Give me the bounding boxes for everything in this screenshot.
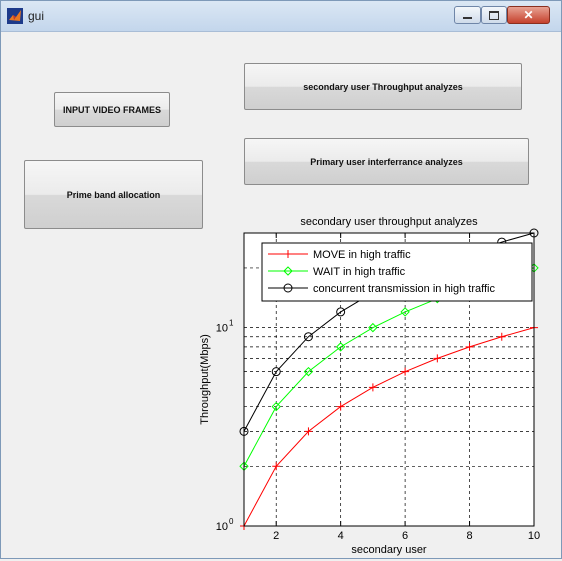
prime-band-allocation-label: Prime band allocation — [66, 189, 161, 200]
series-marker — [303, 332, 313, 342]
legend-marker — [284, 250, 292, 258]
legend-box — [261, 242, 533, 302]
series-marker — [271, 367, 281, 377]
secondary-user-throughput-label: secondary user Throughput analyzes — [303, 81, 463, 92]
y-tick-exponent: 0 — [229, 517, 234, 526]
chart-title: secondary user throughput analyzes — [300, 216, 478, 228]
y-axis-label: Throughput(Mbps) — [199, 334, 211, 425]
series-marker — [272, 462, 281, 471]
series-marker — [368, 383, 377, 392]
y-tick-exponent: 1 — [229, 319, 234, 328]
series-line-1 — [243, 327, 535, 527]
series-marker — [400, 307, 410, 317]
legend: MOVE in high traffic WAIT in high traffic… — [261, 242, 533, 302]
series-marker — [336, 402, 345, 411]
x-tick-label: 8 — [466, 530, 472, 542]
legend-entry: concurrent transmission in high traffic — [313, 283, 495, 295]
x-axis-label: secondary user — [351, 544, 427, 556]
series-marker — [336, 307, 346, 317]
series-marker — [303, 366, 314, 377]
legend-entry: MOVE in high traffic — [313, 249, 411, 261]
x-tick-label: 2 — [273, 530, 279, 542]
input-video-frames-button[interactable]: INPUT VIDEO FRAMES — [54, 92, 170, 127]
series-marker — [497, 332, 506, 341]
close-button[interactable]: ✕ — [507, 6, 550, 24]
series-marker — [304, 427, 313, 436]
secondary-user-throughput-button[interactable]: secondary user Throughput analyzes — [244, 63, 522, 110]
maximize-icon — [489, 10, 499, 20]
legend-marker — [283, 266, 293, 276]
prime-band-allocation-button[interactable]: Prime band allocation — [24, 160, 203, 229]
series-marker — [401, 367, 410, 376]
series-marker — [368, 322, 378, 333]
throughput-chart: 2 4 6 8 10 10 0 10 1 secondary user throughput an… — [196, 211, 556, 561]
series-marker — [465, 342, 474, 351]
window-title: gui — [28, 9, 45, 23]
legend-entry: WAIT in high traffic — [313, 266, 406, 278]
axes-frame — [243, 232, 535, 527]
series-marker — [433, 354, 442, 363]
series-marker — [271, 401, 281, 412]
title-bar: gui ✕ — [1, 1, 561, 32]
primary-user-interference-label: Primary user interferrance analyzes — [310, 156, 463, 167]
x-tick-label: 4 — [338, 530, 344, 542]
minimize-icon — [463, 17, 472, 19]
close-icon: ✕ — [523, 8, 534, 22]
matlab-icon — [7, 8, 23, 24]
series-marker — [335, 342, 346, 352]
input-video-frames-label: INPUT VIDEO FRAMES — [62, 104, 161, 115]
x-tick-label: 10 — [528, 530, 540, 542]
y-tick-label: 10 — [216, 521, 228, 533]
x-tick-label: 6 — [402, 530, 408, 542]
minimize-button[interactable] — [454, 6, 481, 24]
primary-user-interference-button[interactable]: Primary user interferrance analyzes — [244, 138, 529, 185]
maximize-button[interactable] — [481, 6, 507, 24]
y-tick-label: 10 — [216, 323, 228, 335]
legend-marker — [283, 283, 293, 293]
